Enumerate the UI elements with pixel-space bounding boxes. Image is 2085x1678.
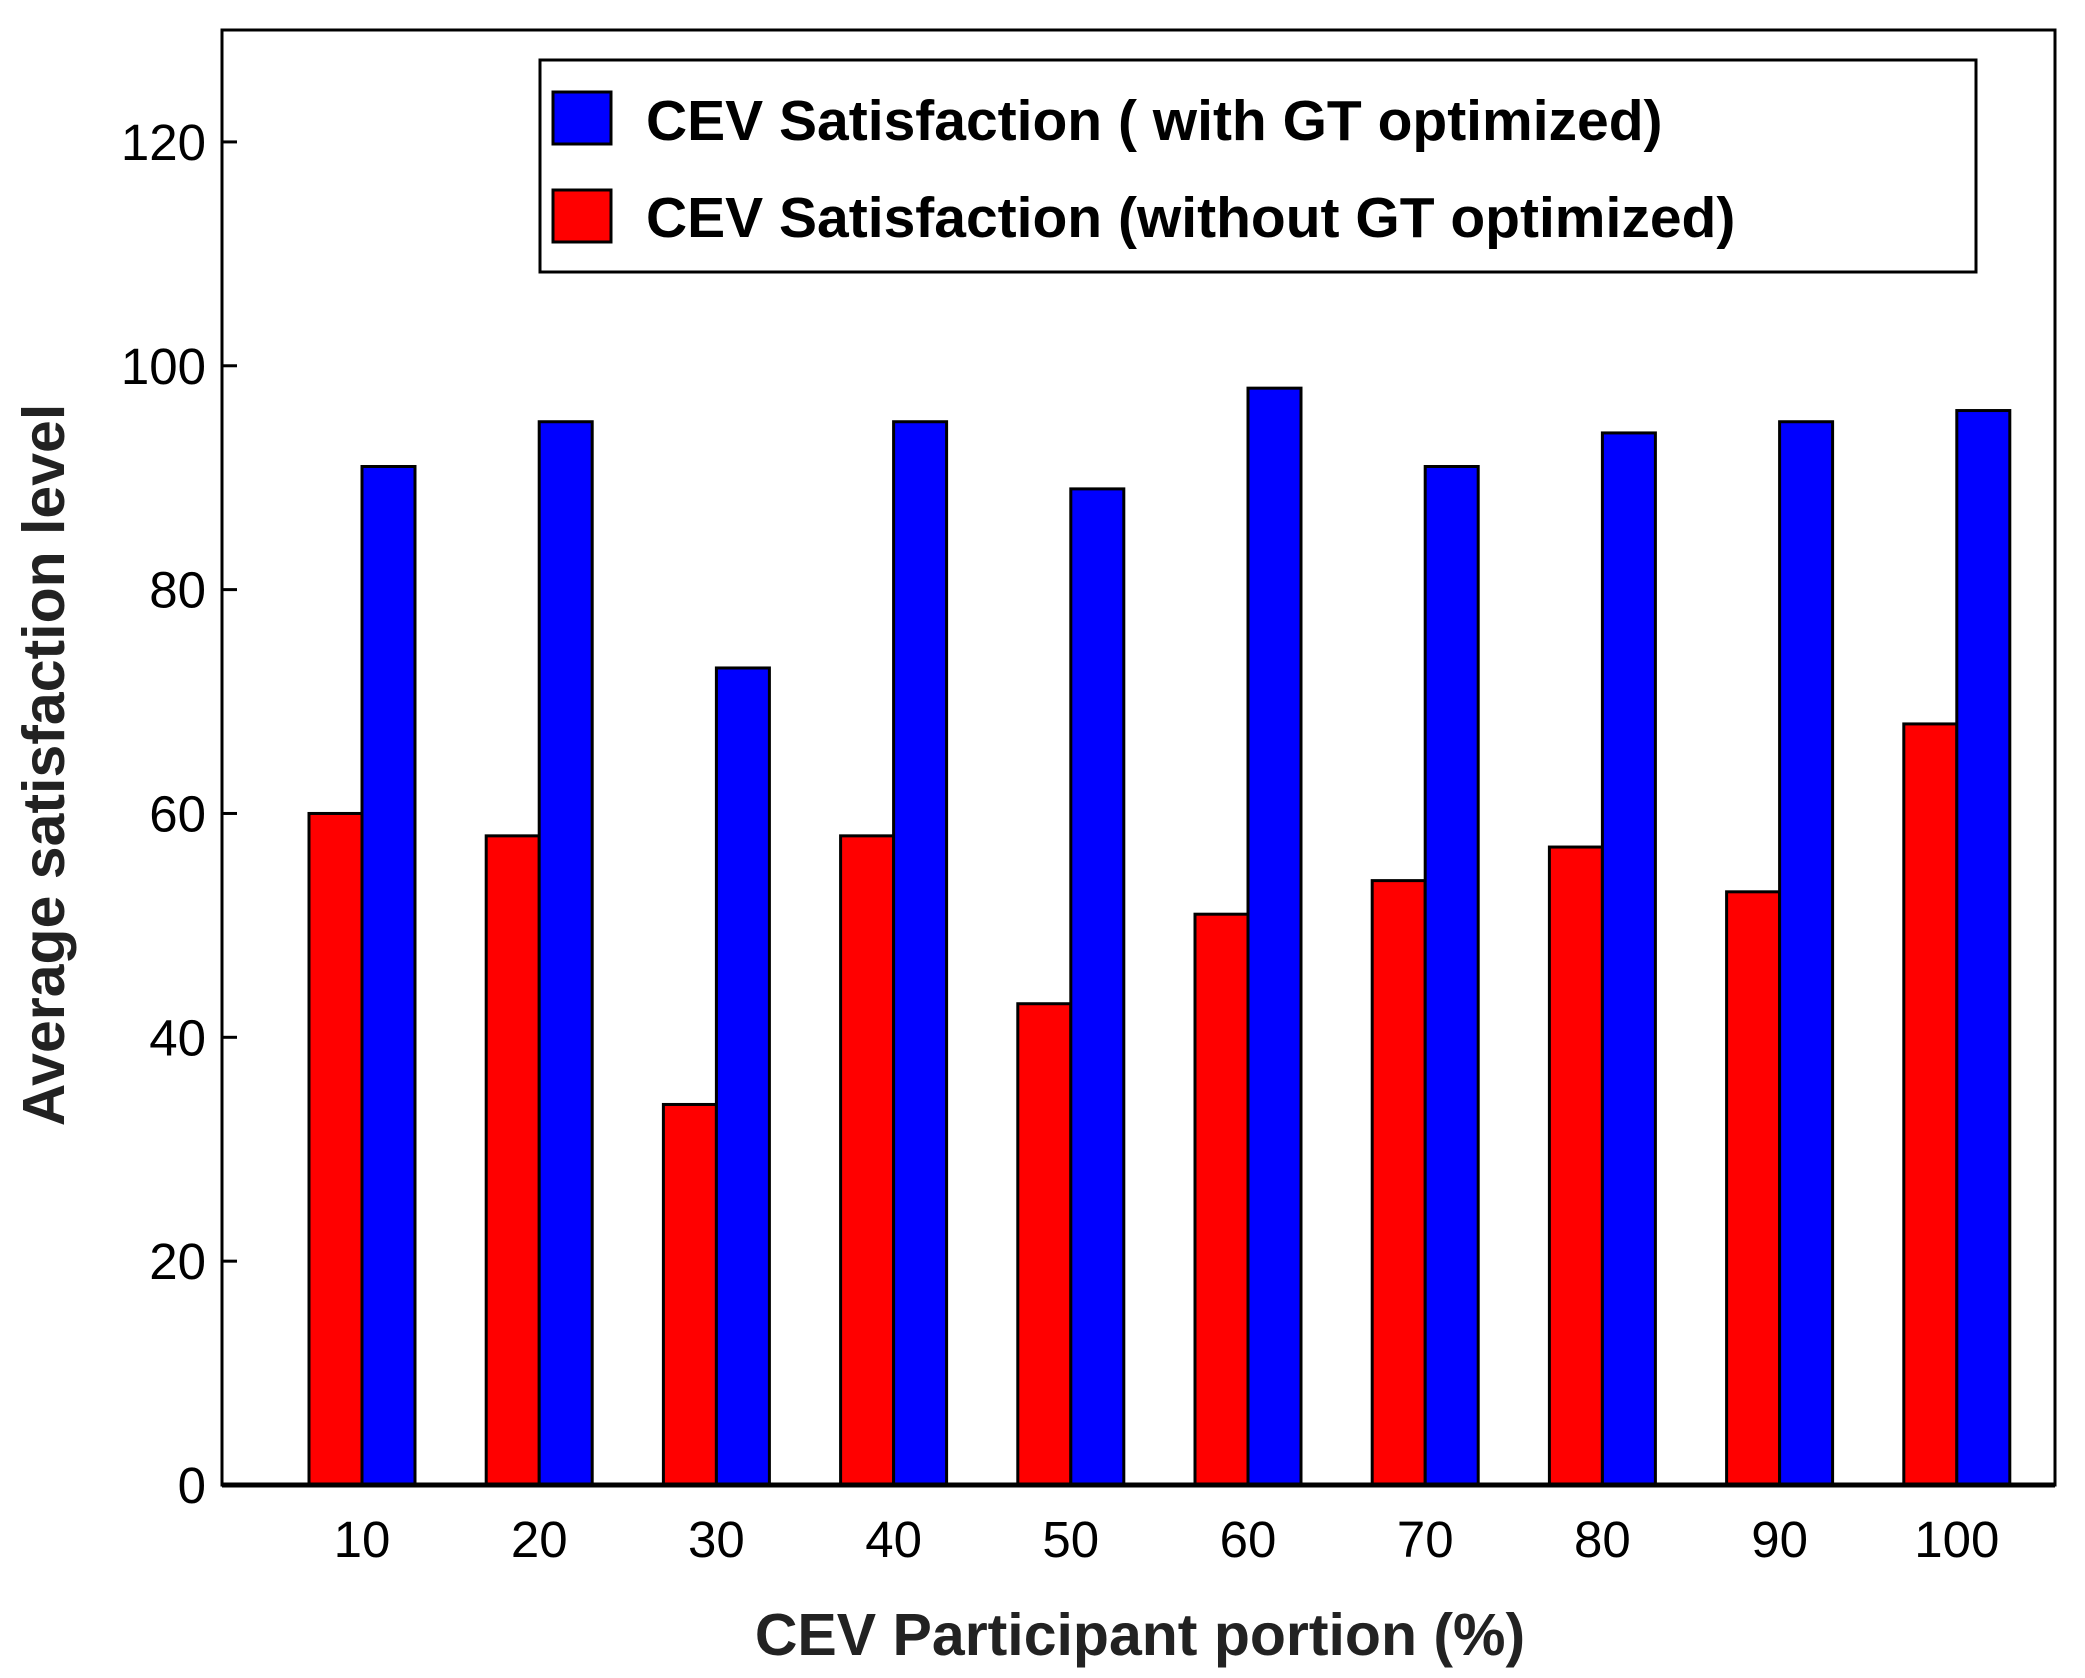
bar-without-gt-70 [1370, 879, 1427, 1487]
x-tick-label: 10 [334, 1511, 391, 1568]
x-tick-label: 80 [1574, 1511, 1631, 1568]
bar-with-gt-50 [1069, 487, 1126, 1487]
y-tick-label: 20 [149, 1233, 206, 1290]
bar-without-gt-30 [661, 1102, 718, 1487]
bar-without-gt-50 [1016, 1002, 1073, 1487]
bar-without-gt-80 [1547, 845, 1604, 1487]
y-axis-title: Average satisfaction level [11, 404, 77, 1127]
bar-with-gt-10 [360, 465, 417, 1487]
bar-with-gt-40 [892, 420, 949, 1487]
bar-with-gt-30 [714, 666, 771, 1487]
bar-with-gt-70 [1423, 465, 1480, 1487]
x-tick-label: 100 [1914, 1511, 1999, 1568]
x-tick-label: 50 [1042, 1511, 1099, 1568]
x-tick-label: 40 [865, 1511, 922, 1568]
y-tick-label: 0 [178, 1457, 206, 1514]
legend-label-without-gt: CEV Satisfaction (without GT optimized) [646, 186, 1735, 250]
bar-without-gt-90 [1725, 890, 1782, 1487]
legend-box [538, 58, 1978, 274]
x-tick-label: 70 [1397, 1511, 1454, 1568]
bar-without-gt-20 [484, 834, 541, 1487]
x-tick-label: 90 [1751, 1511, 1808, 1568]
bar-without-gt-60 [1193, 912, 1250, 1487]
y-tick-label: 100 [121, 338, 206, 395]
bars-layer [307, 386, 2012, 1487]
y-tick-label: 60 [149, 785, 206, 842]
y-tick-label: 40 [149, 1009, 206, 1066]
bar-with-gt-80 [1600, 431, 1657, 1487]
bar-without-gt-100 [1902, 722, 1959, 1487]
axis-layer: 0 20 40 60 80 100 120 10 20 30 40 50 60 70 80 90 100 [121, 28, 2057, 1568]
y-tick-label: 120 [121, 114, 206, 171]
bar-with-gt-20 [537, 420, 594, 1487]
bar-without-gt-40 [839, 834, 896, 1487]
x-tick-label: 20 [511, 1511, 568, 1568]
legend-swatch-with-gt [551, 90, 613, 146]
legend-swatch-without-gt [551, 188, 613, 244]
bar-without-gt-10 [307, 811, 364, 1487]
bar-with-gt-100 [1955, 409, 2012, 1487]
x-axis-title: CEV Participant portion (%) [755, 1602, 1525, 1668]
x-tick-label: 30 [688, 1511, 745, 1568]
y-tick-label: 80 [149, 562, 206, 619]
x-tick-label: 60 [1220, 1511, 1277, 1568]
bar-with-gt-60 [1246, 386, 1303, 1487]
legend: CEV Satisfaction ( with GT optimized) CE… [538, 58, 1978, 274]
legend-label-with-gt: CEV Satisfaction ( with GT optimized) [646, 89, 1663, 153]
bar-with-gt-90 [1778, 420, 1835, 1487]
